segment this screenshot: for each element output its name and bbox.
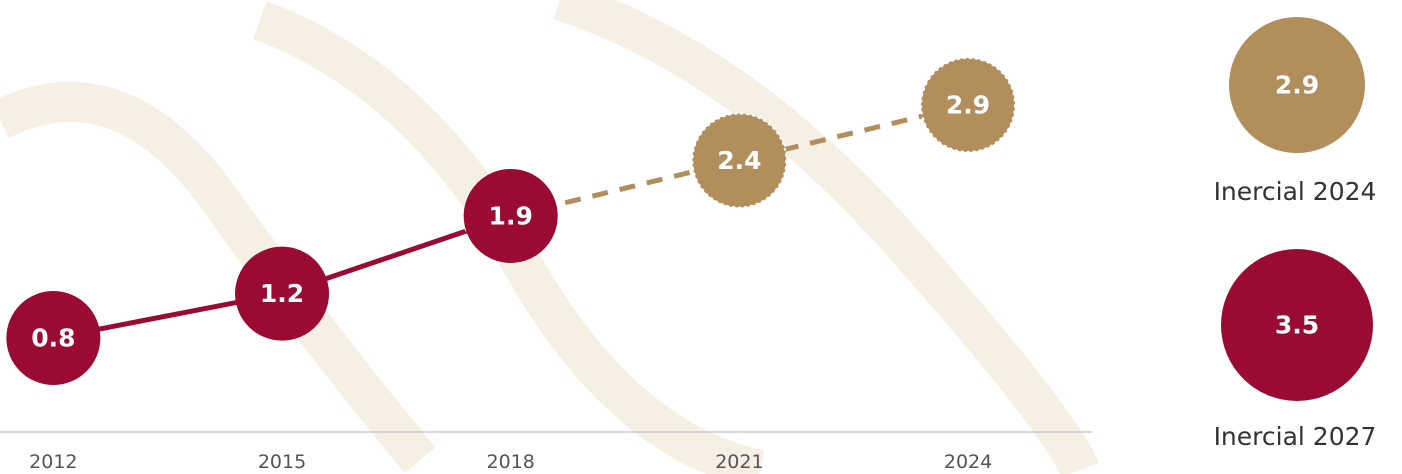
data-point bbox=[235, 246, 330, 341]
data-label: 2.9 bbox=[946, 91, 990, 120]
x-tick-label: 2015 bbox=[258, 451, 306, 473]
data-label: 2.4 bbox=[717, 146, 761, 175]
indicator-label: Inercial 2027 bbox=[1214, 422, 1377, 451]
data-point bbox=[6, 291, 101, 385]
data-label: 1.9 bbox=[489, 201, 533, 230]
data-point bbox=[691, 112, 788, 209]
indicator-circle bbox=[1221, 249, 1373, 401]
x-tick-label: 2018 bbox=[487, 451, 535, 473]
x-tick-label: 2021 bbox=[715, 451, 763, 473]
indicator-label: Inercial 2024 bbox=[1214, 177, 1377, 206]
data-label: 1.2 bbox=[260, 279, 304, 308]
x-tick-label: 2024 bbox=[944, 451, 992, 473]
indicator-circle bbox=[1229, 17, 1365, 153]
x-tick-label: 2012 bbox=[29, 451, 77, 473]
indicator-value: 3.5 bbox=[1275, 311, 1319, 340]
data-label: 0.8 bbox=[31, 324, 75, 353]
data-point bbox=[463, 168, 558, 263]
indicator-value: 2.9 bbox=[1275, 71, 1319, 100]
data-point bbox=[920, 57, 1017, 153]
